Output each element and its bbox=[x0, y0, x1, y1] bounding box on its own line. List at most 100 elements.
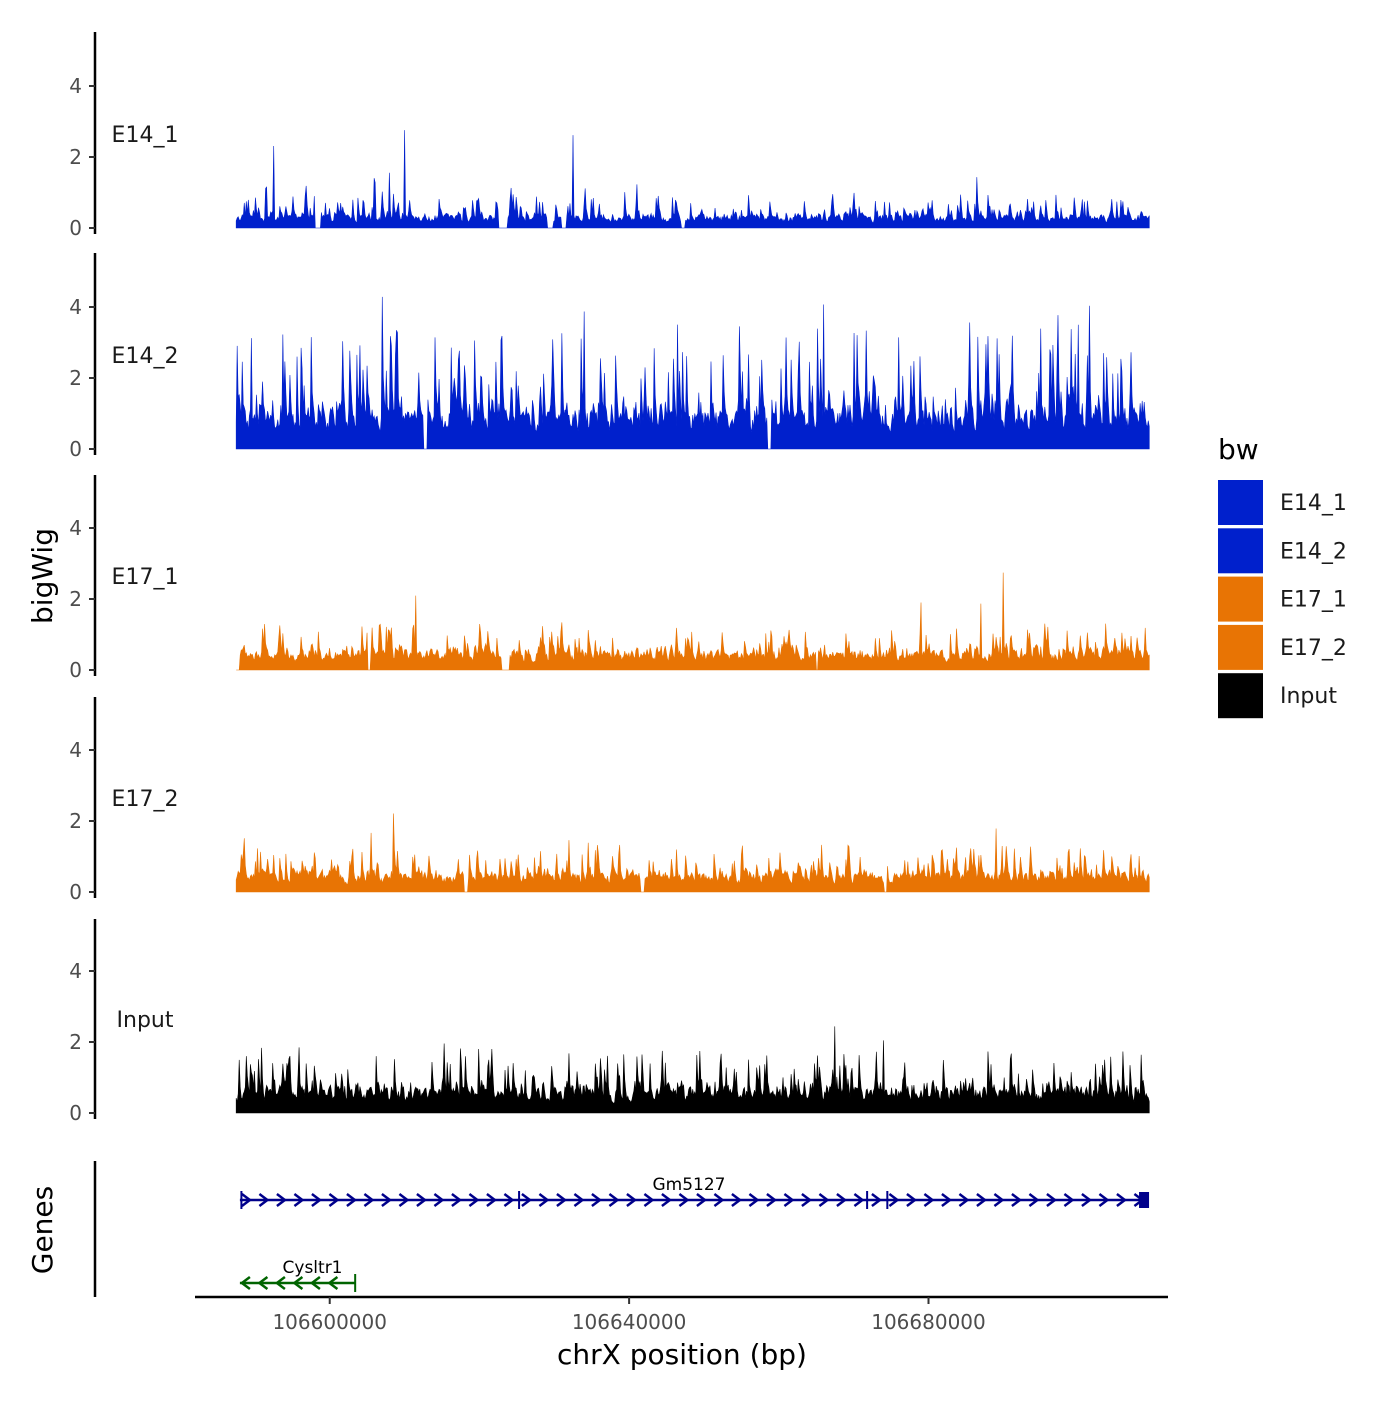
legend-item-e17-1: E17_1 bbox=[1218, 576, 1347, 622]
strand-chevron bbox=[818, 1193, 830, 1207]
legend-swatch bbox=[1218, 480, 1263, 525]
y-tick-label: 0 bbox=[69, 216, 82, 240]
gene-cysltr1: Cysltr1 bbox=[239, 1258, 357, 1292]
signal-area bbox=[235, 130, 1150, 229]
strand-chevron bbox=[1098, 1193, 1110, 1207]
strand-chevron bbox=[783, 1193, 795, 1207]
y-tick-label: 4 bbox=[69, 295, 82, 319]
strand-chevron bbox=[801, 1193, 812, 1207]
track-label: E17_1 bbox=[112, 565, 179, 590]
strand-chevron bbox=[241, 1193, 252, 1207]
strand-chevron bbox=[661, 1193, 672, 1207]
legend-swatch bbox=[1218, 624, 1263, 670]
legend-label: E17_1 bbox=[1280, 588, 1347, 613]
strand-chevron bbox=[836, 1193, 847, 1207]
legend-item-e14-2: E14_2 bbox=[1218, 528, 1347, 574]
strand-chevron bbox=[696, 1193, 707, 1207]
legend-label: E14_1 bbox=[1280, 491, 1347, 516]
legend-label: E17_2 bbox=[1280, 636, 1347, 661]
legend-title: bw bbox=[1218, 433, 1259, 466]
x-tick-label: 106600000 bbox=[272, 1310, 387, 1334]
strand-chevron bbox=[1116, 1193, 1127, 1207]
strand-chevron bbox=[1011, 1193, 1022, 1207]
strand-chevron bbox=[327, 1276, 339, 1290]
y-tick-label: 2 bbox=[69, 1030, 82, 1054]
gene-track: Gm5127 Cysltr1 bbox=[93, 1161, 1150, 1297]
strand-chevron bbox=[853, 1193, 865, 1207]
strand-chevron bbox=[274, 1276, 286, 1290]
strand-chevron bbox=[292, 1276, 304, 1290]
y-tick-label: 4 bbox=[69, 516, 82, 540]
y-tick-label: 0 bbox=[69, 658, 82, 682]
strand-chevron bbox=[381, 1193, 392, 1207]
strand-chevron bbox=[1081, 1193, 1092, 1207]
strand-chevron bbox=[293, 1193, 305, 1207]
strand-chevron bbox=[906, 1193, 917, 1207]
strand-chevron bbox=[976, 1193, 987, 1207]
y-tick-label: 0 bbox=[69, 437, 82, 461]
strand-chevron bbox=[941, 1193, 952, 1207]
signal-area bbox=[235, 813, 1150, 893]
legend-label: Input bbox=[1280, 684, 1337, 709]
legend-swatch bbox=[1218, 673, 1263, 719]
strand-chevron bbox=[521, 1193, 532, 1207]
legend-item-e14-1: E14_1 bbox=[1218, 480, 1347, 525]
signal-tracks: 0 2 4 E14_1 0 2 4 E14_2 0 2 4 E17_1 0 2 4 E17_2 0 2 4 Input bbox=[69, 32, 1150, 1125]
strand-chevron bbox=[538, 1193, 550, 1207]
strand-chevron bbox=[451, 1193, 462, 1207]
strand-chevron bbox=[416, 1193, 427, 1207]
x-tick-label: 106680000 bbox=[871, 1310, 986, 1334]
track-label: Input bbox=[117, 1008, 174, 1033]
gene-label: Gm5127 bbox=[652, 1175, 725, 1195]
signal-area bbox=[236, 572, 1150, 671]
strand-chevron bbox=[731, 1193, 742, 1207]
strand-chevron bbox=[626, 1193, 637, 1207]
strand-chevron bbox=[1028, 1193, 1040, 1207]
y-tick-label: 4 bbox=[69, 738, 82, 762]
strand-chevron bbox=[328, 1193, 340, 1207]
track-label: E14_2 bbox=[112, 344, 179, 369]
strand-chevron bbox=[871, 1193, 882, 1207]
strand-chevron bbox=[958, 1193, 970, 1207]
track-label: E17_2 bbox=[112, 787, 179, 812]
legend-item-input: Input bbox=[1218, 673, 1337, 719]
gene-gm5127: Gm5127 bbox=[239, 1175, 1150, 1209]
track-input: 0 2 4 Input bbox=[69, 919, 1150, 1125]
y-tick-label: 0 bbox=[69, 1101, 82, 1125]
strand-chevron bbox=[468, 1193, 480, 1207]
strand-chevron bbox=[923, 1193, 935, 1207]
strand-chevron bbox=[363, 1193, 375, 1207]
strand-chevron bbox=[888, 1193, 900, 1207]
strand-chevron bbox=[573, 1193, 585, 1207]
y-tick-label: 2 bbox=[69, 587, 82, 611]
strand-chevron bbox=[398, 1193, 410, 1207]
signal-area bbox=[235, 296, 1150, 450]
x-axis-title: chrX position (bp) bbox=[557, 1338, 807, 1371]
strand-chevron bbox=[257, 1276, 269, 1290]
strand-chevron bbox=[608, 1193, 620, 1207]
strand-chevron bbox=[311, 1193, 322, 1207]
gene-label: Cysltr1 bbox=[283, 1258, 343, 1278]
strand-chevron bbox=[748, 1193, 760, 1207]
strand-chevron bbox=[643, 1193, 655, 1207]
x-axis: 106600000 106640000 106680000 bbox=[195, 1295, 1168, 1334]
y-tick-label: 4 bbox=[69, 959, 82, 983]
strand-chevron bbox=[346, 1193, 357, 1207]
track-e17-2: 0 2 4 E17_2 bbox=[69, 697, 1150, 904]
strand-chevron bbox=[309, 1276, 321, 1290]
strand-chevron bbox=[766, 1193, 777, 1207]
track-e14-2: 0 2 4 E14_2 bbox=[69, 253, 1150, 461]
strand-chevron bbox=[591, 1193, 602, 1207]
strand-chevron bbox=[556, 1193, 567, 1207]
strand-chevron bbox=[239, 1276, 251, 1290]
strand-chevron bbox=[486, 1193, 497, 1207]
strand-chevron bbox=[1063, 1193, 1075, 1207]
y-axis-title: bigWig bbox=[26, 528, 59, 624]
y-tick-label: 2 bbox=[69, 145, 82, 169]
strand-chevron bbox=[678, 1193, 690, 1207]
y-tick-label: 2 bbox=[69, 366, 82, 390]
strand-chevron bbox=[993, 1193, 1005, 1207]
legend-swatch bbox=[1218, 528, 1263, 574]
